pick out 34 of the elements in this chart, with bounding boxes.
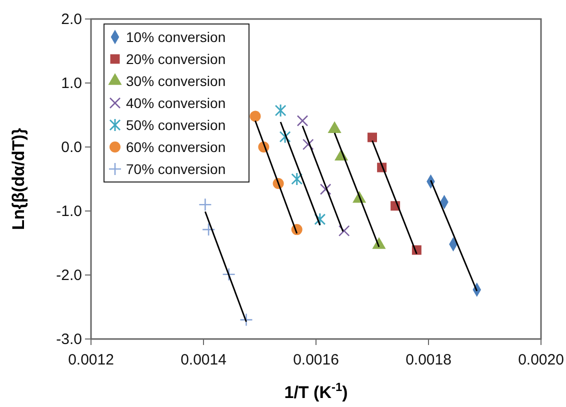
- point: [302, 138, 314, 150]
- y-tick-label: -1.0: [56, 202, 82, 220]
- legend-label: 50% conversion: [126, 117, 226, 133]
- x-tick-label: 0.0018: [406, 352, 452, 368]
- legend-label: 30% conversion: [126, 73, 226, 89]
- legend-label: 20% conversion: [126, 51, 226, 67]
- legend-label: 60% conversion: [126, 139, 226, 155]
- y-tick-label: 2.0: [61, 10, 82, 28]
- y-tick-label: -2.0: [56, 266, 82, 284]
- point: [338, 225, 350, 236]
- point: [279, 130, 291, 144]
- legend-label: 10% conversion: [126, 29, 226, 45]
- legend-label: 70% conversion: [126, 161, 226, 177]
- y-tick-label: 0.0: [61, 138, 82, 156]
- y-axis-title: Ln{β(dα/dT)}: [9, 128, 28, 230]
- point: [202, 222, 216, 236]
- point: [314, 212, 326, 226]
- point: [250, 110, 261, 122]
- point: [240, 313, 253, 326]
- y-tick-label: 1.0: [61, 74, 82, 92]
- x-tick-label: 0.0012: [68, 352, 114, 368]
- legend-label: 40% conversion: [126, 95, 226, 111]
- point: [222, 268, 236, 282]
- point: [291, 172, 303, 186]
- point: [198, 198, 212, 212]
- x-tick-label: 0.0020: [518, 352, 564, 368]
- point: [368, 132, 377, 142]
- point: [296, 115, 308, 126]
- point: [320, 184, 332, 195]
- y-tick-label: -3.0: [56, 330, 82, 348]
- point: [274, 104, 286, 118]
- x-tick-label: 0.0016: [293, 352, 339, 368]
- x-axis-title: 1/T (K$^{-1}$): [284, 380, 348, 402]
- x-tick-label: 0.0014: [180, 352, 226, 368]
